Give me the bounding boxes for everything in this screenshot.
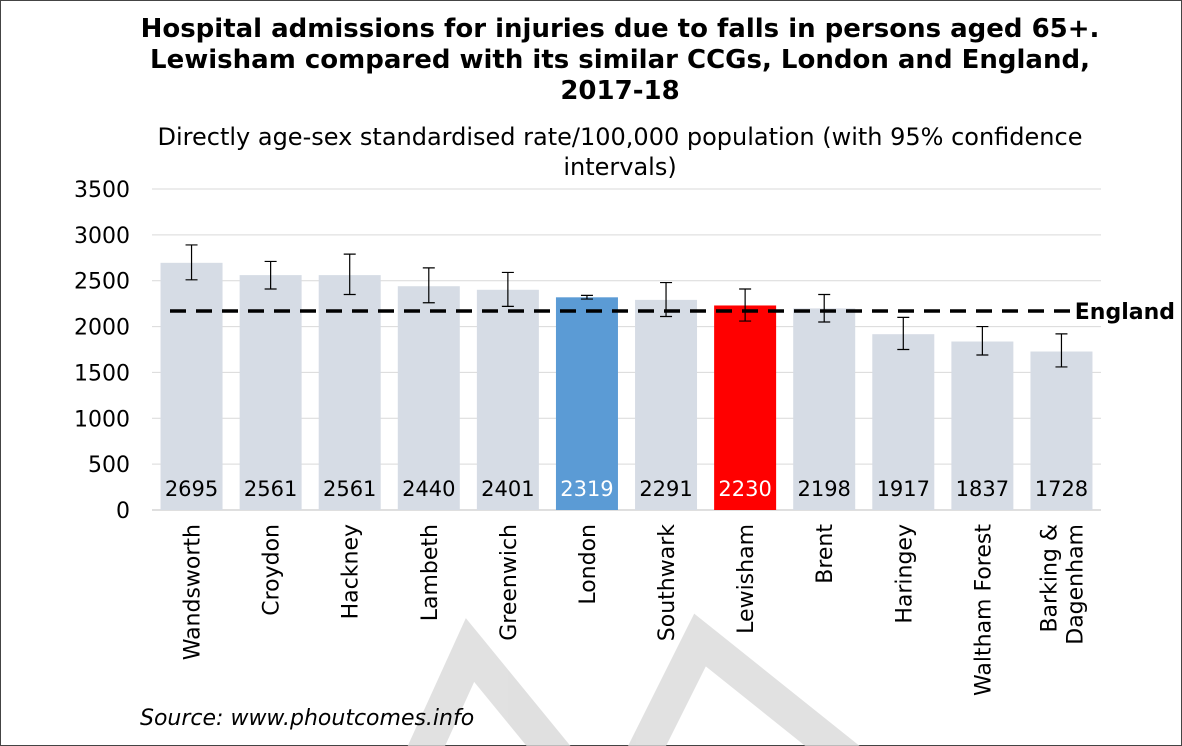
value-label: 2440 <box>402 477 455 501</box>
bar <box>318 275 381 510</box>
bar <box>714 305 777 510</box>
x-tick-label: Croydon <box>260 524 285 616</box>
error-bar <box>818 293 831 323</box>
source-note: Source: www.phoutcomes.info <box>140 706 475 731</box>
value-label: 2401 <box>481 477 534 501</box>
bar <box>635 299 698 510</box>
error-bar <box>422 267 435 304</box>
x-tick-label-line: Wandsworth <box>181 524 206 660</box>
y-tick-label: 3500 <box>74 178 130 203</box>
x-tick-label-line: Dagenham <box>1063 524 1088 645</box>
error-bar <box>264 260 277 290</box>
value-label: 1917 <box>877 477 930 501</box>
error-bar <box>1055 333 1068 368</box>
x-tick-label: London <box>576 524 601 605</box>
y-tick-label: 1500 <box>74 361 130 386</box>
x-tick-label: Waltham Forest <box>971 524 996 696</box>
bar <box>951 341 1014 510</box>
bar <box>793 308 856 510</box>
x-tick-label: Lambeth <box>418 524 443 621</box>
watermark <box>407 613 860 746</box>
x-tick-label: Haringey <box>892 524 917 624</box>
x-tick-label-line: Hackney <box>339 524 364 619</box>
error-bar <box>976 325 989 356</box>
y-tick-label: 2500 <box>74 270 130 295</box>
x-tick-label-line: Southwark <box>655 524 680 641</box>
reference-label: England <box>1075 300 1175 325</box>
y-tick-label: 500 <box>88 453 130 478</box>
x-tick-label-line: Haringey <box>892 524 917 624</box>
bar <box>1030 351 1093 510</box>
value-label: 2695 <box>165 477 218 501</box>
bar <box>239 275 302 510</box>
value-label: 2561 <box>323 477 376 501</box>
x-tick-label: Wandsworth <box>181 524 206 660</box>
watermark-stroke <box>627 613 860 746</box>
x-tick-label: Barking &Dagenham <box>1037 524 1088 645</box>
error-bar <box>185 244 198 281</box>
bar <box>555 297 618 510</box>
bar <box>397 286 460 510</box>
x-tick-label: Hackney <box>339 524 364 619</box>
y-tick-label: 2000 <box>74 316 130 341</box>
x-tick-label: Greenwich <box>497 524 522 641</box>
y-tick-label: 0 <box>116 499 130 524</box>
value-label: 2319 <box>560 477 613 501</box>
bar <box>160 262 223 510</box>
x-tick-label-line: Croydon <box>260 524 285 616</box>
x-tick-label-line: Brent <box>813 524 838 584</box>
error-bar <box>739 288 752 322</box>
y-tick-label: 1000 <box>74 407 130 432</box>
error-bar <box>897 316 910 351</box>
x-tick-label-line: Lambeth <box>418 524 443 621</box>
x-tick-label-line: Lewisham <box>734 524 759 634</box>
error-bar <box>501 271 514 307</box>
value-label: 2291 <box>639 477 692 501</box>
x-tick-label: Brent <box>813 524 838 584</box>
y-tick-label: 3000 <box>74 224 130 249</box>
value-label: 2230 <box>718 477 771 501</box>
x-tick-label-line: Waltham Forest <box>971 524 996 696</box>
error-bar <box>343 253 356 296</box>
bar <box>872 334 935 510</box>
error-bar <box>580 294 593 300</box>
x-tick-label-line: London <box>576 524 601 605</box>
watermark-stroke <box>407 618 571 746</box>
x-tick-label-line: Greenwich <box>497 524 522 641</box>
value-label: 2561 <box>244 477 297 501</box>
bar <box>476 289 539 510</box>
x-tick-label: Lewisham <box>734 524 759 634</box>
value-label: 2198 <box>797 477 850 501</box>
x-tick-label: Southwark <box>655 524 680 641</box>
value-label: 1728 <box>1035 477 1088 501</box>
value-label: 1837 <box>956 477 1009 501</box>
chart-subtitle: Directly age-sex standardised rate/100,0… <box>157 123 1083 181</box>
x-tick-label-line: Barking & <box>1037 524 1062 633</box>
chart-title: Hospital admissions for injuries due to … <box>140 14 1100 106</box>
